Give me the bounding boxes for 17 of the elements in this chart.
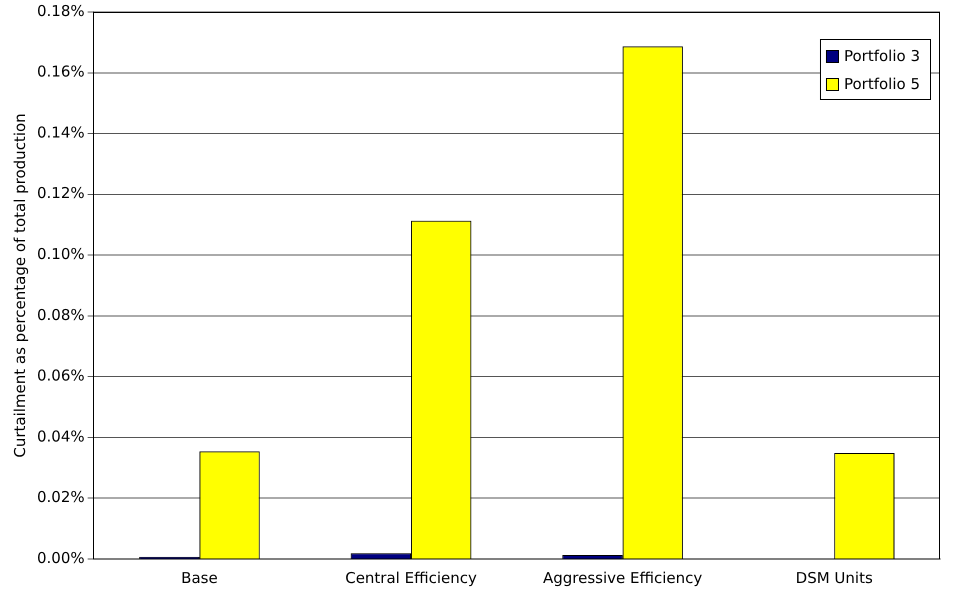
y-tick-label: 0.00%	[36, 548, 85, 567]
x-tick-label: Aggressive Efficiency	[542, 568, 702, 587]
x-tick-label: DSM Units	[796, 568, 873, 587]
y-tick-label: 0.06%	[36, 366, 85, 385]
y-tick-label: 0.10%	[36, 245, 85, 263]
y-tick-label: 0.04%	[36, 427, 85, 446]
legend-label: Portfolio 5	[844, 74, 920, 93]
y-tick-label: 0.16%	[36, 62, 85, 81]
y-tick-label: 0.14%	[36, 123, 85, 142]
x-tick-label: Base	[181, 568, 218, 587]
y-tick-label: 0.12%	[36, 184, 85, 202]
legend-label: Portfolio 3	[844, 46, 920, 65]
y-axis-title: Curtailment as percentage of total production	[10, 113, 29, 458]
x-tick-label: Central Efficiency	[345, 568, 477, 587]
y-tick-label: 0.08%	[36, 306, 85, 324]
y-tick-label: 0.02%	[36, 488, 85, 506]
y-tick-label: 0.18%	[36, 2, 85, 20]
